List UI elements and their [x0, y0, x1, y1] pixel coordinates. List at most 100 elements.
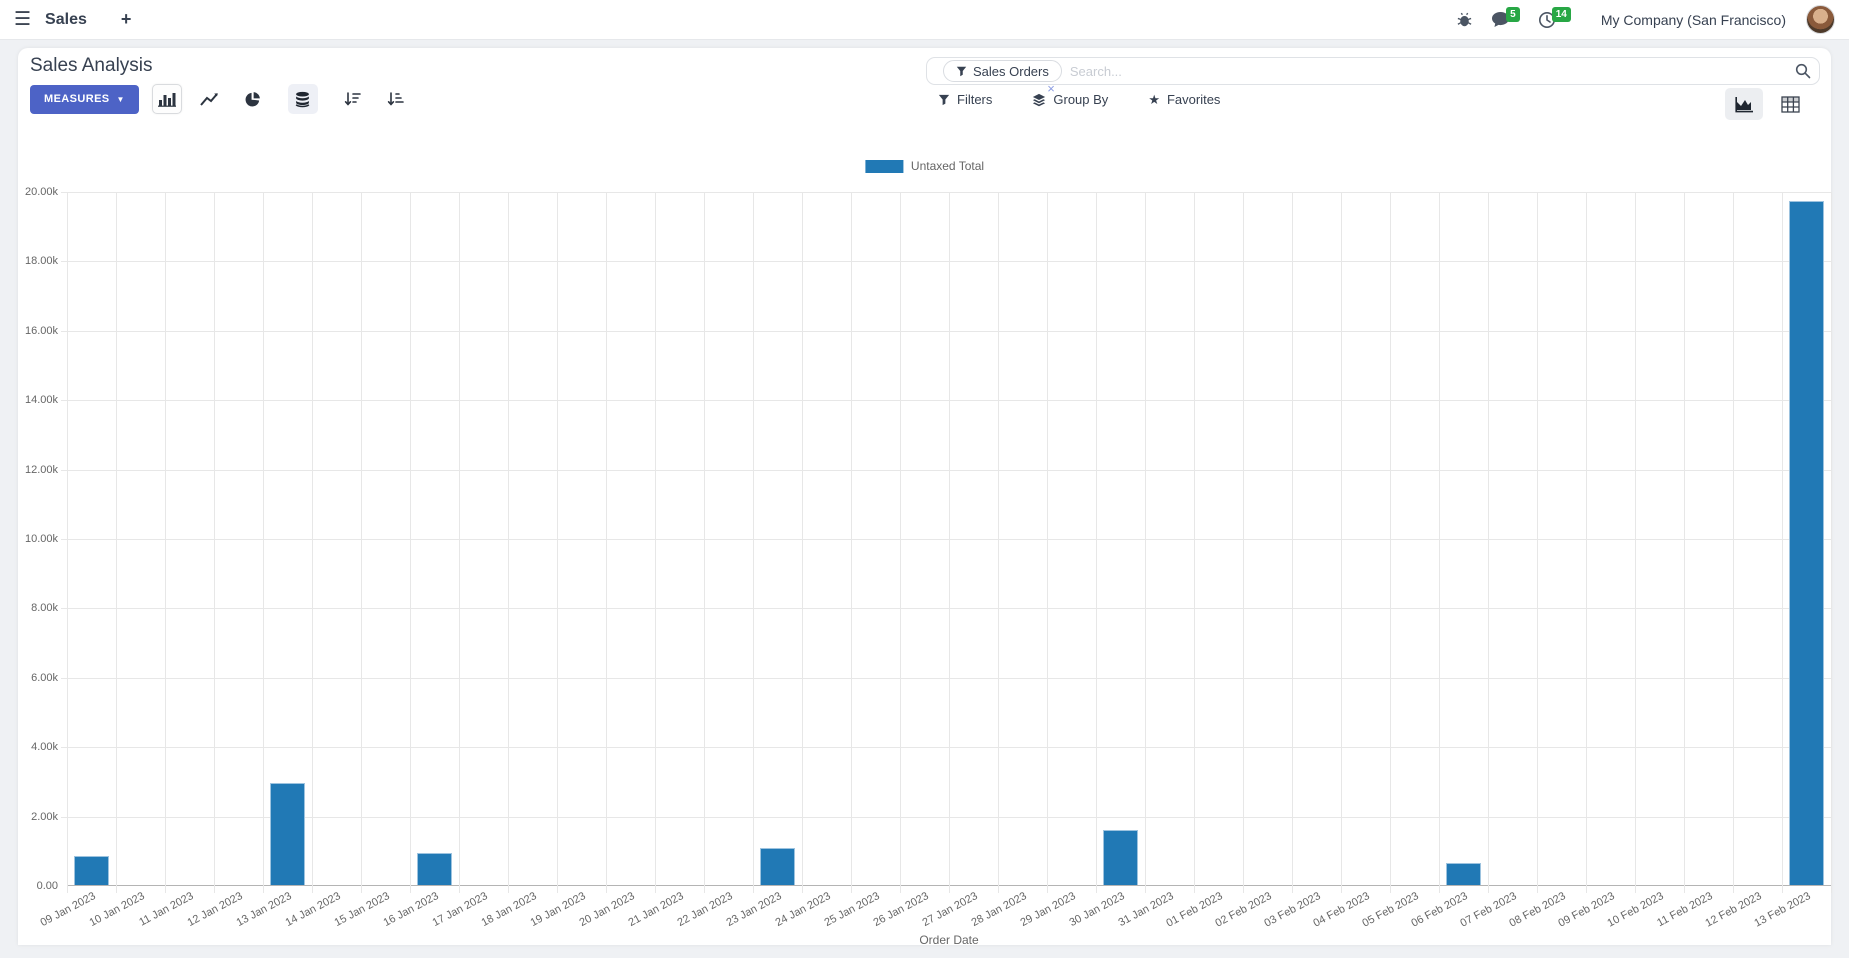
search-facet-sales-orders[interactable]: Sales Orders ×: [943, 60, 1062, 95]
x-axis-tick: 16 Jan 2023: [381, 890, 441, 930]
company-switcher[interactable]: My Company (San Francisco): [1600, 11, 1786, 28]
v-gridline: [900, 192, 901, 893]
v-gridline: [1145, 192, 1146, 893]
line-chart-icon: [200, 92, 219, 107]
v-gridline: [1243, 192, 1244, 893]
v-gridline: [1047, 192, 1048, 893]
bar-16-jan-2023[interactable]: [417, 853, 452, 885]
x-axis-tick: 10 Jan 2023: [87, 890, 147, 930]
messages-icon[interactable]: 5: [1487, 7, 1524, 30]
legend-label: Untaxed Total: [910, 159, 985, 173]
graph-view-button[interactable]: [1725, 88, 1763, 120]
h-gridline: [61, 539, 1831, 540]
group-by-button[interactable]: Group By: [1032, 92, 1108, 107]
y-axis-tick: 16.00k: [24, 324, 58, 337]
content-panel: Sales Analysis MEASURES ▼: [18, 48, 1832, 947]
x-axis-tick: 27 Jan 2023: [920, 890, 980, 930]
x-axis-tick: 18 Jan 2023: [479, 890, 539, 930]
systray: 5 14 My Company (San Francisco): [1452, 5, 1835, 34]
legend-swatch: [864, 159, 903, 173]
v-gridline: [410, 192, 411, 893]
x-axis-tick: 09 Jan 2023: [38, 890, 98, 930]
v-gridline: [1635, 192, 1636, 893]
h-gridline: [61, 400, 1831, 402]
x-axis-tick: 21 Jan 2023: [626, 890, 686, 930]
bar-13-jan-2023[interactable]: [270, 783, 305, 885]
h-gridline: [61, 608, 1831, 610]
database-stack-icon: [294, 91, 311, 108]
sort-ascending-icon: [387, 91, 405, 107]
pivot-table-icon: [1780, 95, 1800, 113]
v-gridline: [802, 192, 803, 893]
v-gridline: [949, 192, 950, 893]
bar-13-feb-2023[interactable]: [1789, 201, 1824, 885]
h-gridline: [61, 747, 1831, 749]
v-gridline: [1488, 192, 1489, 893]
x-axis-tick: 30 Jan 2023: [1067, 890, 1127, 930]
y-axis-tick: 6.00k: [31, 671, 58, 684]
x-axis-tick: 24 Jan 2023: [773, 890, 833, 930]
new-tab-icon[interactable]: +: [120, 9, 132, 29]
v-gridline: [557, 192, 558, 893]
x-axis-tick: 12 Jan 2023: [185, 890, 245, 930]
chart-legend[interactable]: Untaxed Total: [864, 159, 985, 173]
stacked-toggle-button[interactable]: [287, 84, 318, 114]
filters-button[interactable]: Filters: [938, 92, 992, 107]
y-axis-tick: 4.00k: [31, 741, 58, 754]
x-axis-tick: 23 Jan 2023: [724, 890, 784, 930]
search-icon[interactable]: [1795, 63, 1811, 79]
x-axis-tick: 22 Jan 2023: [675, 890, 735, 930]
x-axis-tick: 26 Jan 2023: [871, 890, 931, 930]
app-name[interactable]: Sales: [45, 10, 87, 28]
x-axis-tick: 15 Jan 2023: [332, 890, 392, 930]
filters-label: Filters: [957, 92, 993, 107]
v-gridline: [459, 192, 460, 893]
v-gridline: [1096, 192, 1097, 893]
pivot-view-button[interactable]: [1771, 88, 1809, 120]
measures-label: MEASURES: [44, 93, 110, 105]
favorites-button[interactable]: ★ Favorites: [1148, 92, 1220, 107]
y-axis-tick: 10.00k: [24, 533, 58, 545]
facet-close-icon[interactable]: ×: [1047, 81, 1055, 96]
v-gridline: [851, 192, 852, 893]
bar-09-jan-2023[interactable]: [74, 856, 109, 885]
bar-chart-mode-button[interactable]: [151, 84, 182, 114]
v-gridline: [1194, 192, 1195, 893]
h-gridline: [61, 677, 1831, 679]
v-gridline: [263, 192, 264, 893]
y-axis-tick: 14.00k: [24, 394, 58, 407]
bar-06-feb-2023[interactable]: [1446, 863, 1481, 885]
x-axis-tick: 11 Jan 2023: [136, 890, 196, 929]
plot-area: Order Date 0.00 2.00k 4.00k 6.00k 8.00k 10.00…: [25, 186, 1832, 947]
v-gridline: [508, 192, 509, 893]
x-axis-tick: 29 Jan 2023: [1018, 890, 1078, 930]
bar-23-jan-2023[interactable]: [760, 848, 795, 885]
activities-badge: 14: [1551, 6, 1571, 22]
v-gridline: [361, 192, 362, 893]
sort-ascending-button[interactable]: [381, 84, 411, 114]
activities-clock-icon[interactable]: 14: [1534, 6, 1575, 31]
pie-chart-mode-button[interactable]: [238, 84, 268, 114]
user-avatar[interactable]: [1806, 5, 1835, 34]
y-axis-tick: 20.00k: [24, 186, 58, 198]
messages-badge: 5: [1506, 7, 1520, 22]
v-gridline: [1292, 192, 1293, 893]
debug-bug-icon[interactable]: [1452, 9, 1477, 30]
bar-30-jan-2023[interactable]: [1103, 830, 1138, 885]
y-axis-tick: 0.00: [36, 880, 58, 892]
measures-button[interactable]: MEASURES ▼: [30, 84, 139, 114]
search-bar[interactable]: Sales Orders ×: [926, 57, 1820, 95]
filters-funnel-icon: [938, 94, 950, 106]
v-gridline: [1684, 192, 1685, 893]
h-gridline: [61, 469, 1831, 471]
line-chart-mode-button[interactable]: [195, 84, 225, 114]
v-gridline: [165, 192, 166, 893]
star-icon: ★: [1148, 92, 1160, 107]
area-chart-icon: [1734, 96, 1754, 113]
search-options-row: Filters Group By ★ Favorites: [938, 92, 1220, 107]
search-input[interactable]: [1069, 63, 1795, 79]
sort-descending-button[interactable]: [338, 84, 368, 114]
apps-menu-icon[interactable]: ☰: [14, 9, 32, 30]
v-gridline: [1341, 192, 1342, 893]
top-navbar: ☰ Sales + 5 14 My Company (San Francisco…: [0, 0, 1849, 40]
